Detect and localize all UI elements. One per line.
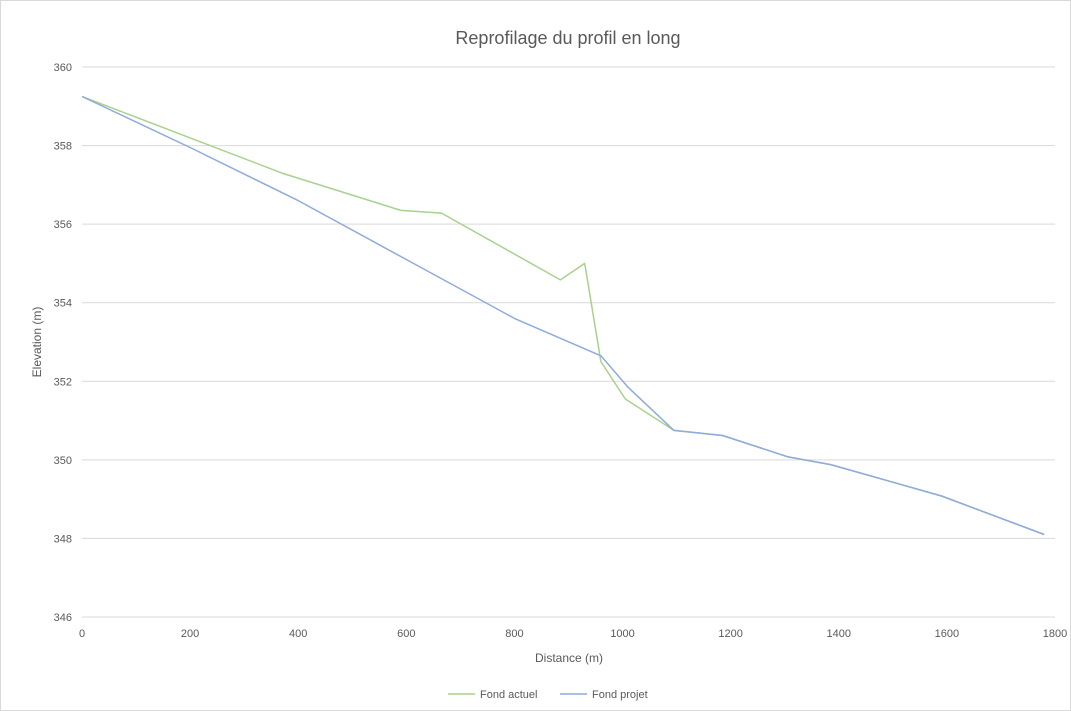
legend-label: Fond projet (592, 689, 648, 701)
gridlines (82, 66, 1055, 618)
y-tick-label: 346 (54, 612, 72, 624)
x-tick-label: 1000 (610, 628, 634, 640)
x-tick-label: 200 (181, 628, 199, 640)
x-tick-label: 600 (397, 628, 415, 640)
y-tick-label: 350 (54, 455, 72, 467)
y-tick-label: 352 (54, 376, 72, 388)
y-tick-label: 348 (54, 533, 72, 545)
x-axis-ticks: 0 200 400 600 800 1000 1200 1400 1600 1800 (79, 628, 1067, 640)
y-axis-ticks: 346 348 350 352 354 356 358 360 (54, 62, 72, 624)
x-tick-label: 800 (505, 628, 523, 640)
x-tick-label: 0 (79, 628, 85, 640)
x-axis-label: Distance (m) (535, 651, 603, 665)
y-axis-label: Elevation (m) (30, 307, 44, 378)
legend-label: Fond actuel (480, 689, 537, 701)
chart-title: Reprofilage du profil en long (455, 28, 680, 48)
x-tick-label: 1800 (1043, 628, 1067, 640)
y-tick-label: 360 (54, 62, 72, 74)
x-tick-label: 400 (289, 628, 307, 640)
series-line-fond-actuel (81, 95, 1045, 536)
legend: Fond actuel Fond projet (448, 689, 648, 701)
series-line-fond-projet (81, 95, 1045, 536)
x-tick-label: 1400 (827, 628, 851, 640)
series-lines (81, 95, 1045, 536)
x-tick-label: 1600 (935, 628, 959, 640)
y-tick-label: 356 (54, 219, 72, 231)
y-tick-label: 358 (54, 141, 72, 153)
y-tick-label: 354 (54, 298, 72, 310)
x-tick-label: 1200 (718, 628, 742, 640)
